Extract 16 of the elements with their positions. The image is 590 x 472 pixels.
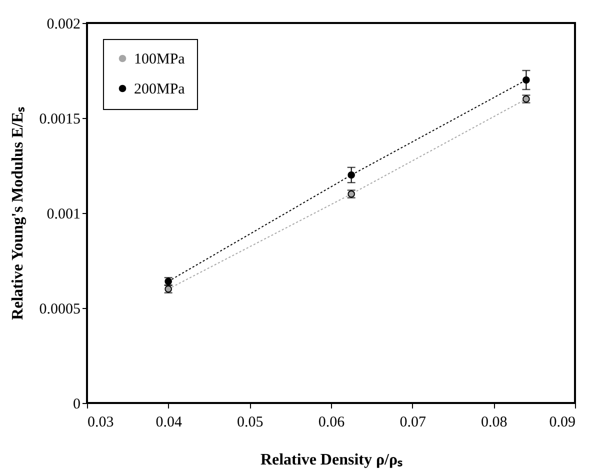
y-tick-label: 0.0015 xyxy=(39,112,80,128)
x-tick-label: 0.03 xyxy=(88,414,114,430)
legend-label: 100MPa xyxy=(134,52,186,68)
y-tick-label: 0 xyxy=(73,396,80,412)
x-tick-label: 0.08 xyxy=(481,414,508,430)
x-tick-label: 0.06 xyxy=(318,414,346,430)
x-tick-label: 0.07 xyxy=(400,414,426,430)
x-tick-label: 0.04 xyxy=(156,414,182,430)
y-tick-label: 0.001 xyxy=(46,206,80,222)
x-tick-label: 0.09 xyxy=(549,414,576,430)
y-axis-title: Relative Young's Modulus E/Eₛ xyxy=(9,107,26,320)
x-tick-label: 0.05 xyxy=(237,414,264,430)
x-axis-title: Relative Density ρ/ρₛ xyxy=(260,452,403,468)
y-tick-label: 0.002 xyxy=(46,16,80,32)
y-tick-label: 0.0005 xyxy=(39,302,80,318)
legend-label: 200MPa xyxy=(134,82,186,98)
